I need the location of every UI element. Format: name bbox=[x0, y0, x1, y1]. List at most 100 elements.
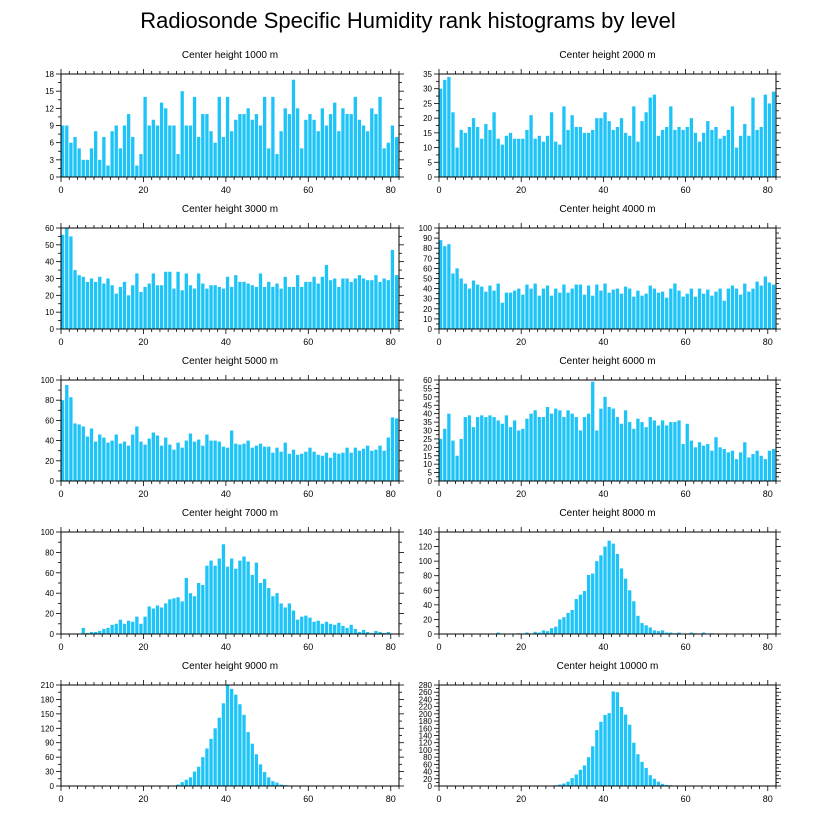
x-tick-label: 20 bbox=[138, 489, 148, 499]
panel-title: Center height 10000 m bbox=[557, 661, 659, 672]
y-tick-label: 10 bbox=[423, 460, 432, 469]
histogram-bar bbox=[267, 588, 271, 634]
y-tick-label: 180 bbox=[419, 717, 433, 726]
y-tick-label: 150 bbox=[41, 710, 55, 719]
histogram-bar bbox=[382, 148, 386, 177]
histogram-bar bbox=[484, 124, 488, 177]
histogram-bar bbox=[586, 757, 591, 786]
y-tick-label: 25 bbox=[423, 99, 432, 108]
histogram-bar bbox=[65, 228, 69, 329]
histogram-bar bbox=[681, 129, 685, 177]
histogram-bar bbox=[677, 420, 681, 481]
histogram-bar bbox=[374, 449, 378, 481]
y-tick-label: 140 bbox=[419, 732, 433, 741]
y-tick-label: 60 bbox=[423, 586, 432, 595]
histogram-bar bbox=[295, 108, 300, 177]
y-tick-label: 50 bbox=[423, 275, 432, 284]
histogram-bar bbox=[197, 439, 201, 481]
histogram-bar bbox=[217, 441, 221, 481]
histogram-bar bbox=[578, 126, 583, 177]
histogram-bar bbox=[578, 769, 583, 786]
histogram-bar bbox=[192, 288, 197, 329]
x-tick-label: 80 bbox=[386, 185, 396, 195]
histogram-bar bbox=[652, 94, 657, 177]
x-tick-label: 40 bbox=[221, 337, 231, 347]
y-tick-label: 15 bbox=[45, 87, 54, 96]
histogram-bar bbox=[275, 782, 279, 786]
histogram-bar bbox=[739, 135, 743, 177]
histogram-bar bbox=[521, 428, 525, 481]
histogram-bar bbox=[217, 286, 221, 329]
y-tick-label: 40 bbox=[45, 258, 54, 267]
y-tick-label: 20 bbox=[423, 305, 432, 314]
y-tick-label: 40 bbox=[423, 768, 432, 777]
histogram-bar bbox=[652, 288, 657, 329]
histogram-bar bbox=[640, 121, 644, 177]
chart-panel: Center height 2000 m 0 20 40 60 80 0 5 10 15 20 25 3… bbox=[423, 50, 781, 195]
histogram-bar bbox=[378, 96, 382, 177]
histogram-bar bbox=[554, 141, 558, 177]
histogram-bar bbox=[706, 289, 710, 329]
histogram-bar bbox=[81, 426, 85, 481]
histogram-bar bbox=[759, 285, 763, 329]
histogram-bar bbox=[628, 135, 632, 177]
histogram-bar bbox=[77, 148, 81, 177]
histogram-bar bbox=[89, 631, 94, 634]
histogram-bar bbox=[254, 286, 259, 329]
histogram-bar bbox=[599, 555, 603, 634]
histogram-bar bbox=[644, 112, 648, 177]
histogram-bar bbox=[316, 283, 320, 329]
histogram-bar bbox=[176, 442, 180, 481]
histogram-bar bbox=[254, 754, 259, 786]
histogram-bar bbox=[201, 757, 205, 786]
x-tick-label: 20 bbox=[138, 337, 148, 347]
histogram-bar bbox=[337, 131, 341, 177]
y-tick-label: 200 bbox=[419, 710, 433, 719]
histogram-bar bbox=[378, 631, 382, 634]
histogram-bar bbox=[747, 291, 751, 329]
histogram-bar bbox=[328, 457, 333, 481]
histogram-bar bbox=[669, 106, 673, 177]
histogram-bar bbox=[361, 448, 366, 481]
histogram-bar bbox=[582, 765, 587, 786]
histogram-bar bbox=[230, 688, 234, 786]
histogram-bar bbox=[316, 131, 320, 177]
histogram-bar bbox=[159, 285, 164, 329]
histogram-bar bbox=[300, 453, 304, 481]
histogram-bar bbox=[665, 784, 669, 786]
x-tick-label: 20 bbox=[516, 185, 526, 195]
x-tick-label: 60 bbox=[681, 489, 691, 499]
histogram-bar bbox=[114, 293, 118, 329]
histogram-bar bbox=[693, 296, 698, 329]
histogram-bar bbox=[648, 627, 652, 634]
histogram-bar bbox=[656, 631, 661, 634]
histogram-bar bbox=[677, 632, 681, 634]
histogram-bar bbox=[660, 630, 665, 634]
histogram-bar bbox=[578, 430, 583, 481]
histogram-bar bbox=[390, 249, 395, 329]
histogram-bar bbox=[106, 442, 110, 481]
histogram-bar bbox=[545, 135, 550, 177]
histogram-bar bbox=[316, 454, 320, 481]
histogram-bar bbox=[665, 425, 669, 481]
y-tick-label: 5 bbox=[428, 158, 433, 167]
histogram-bar bbox=[734, 459, 739, 481]
x-tick-label: 20 bbox=[516, 794, 526, 804]
histogram-bar bbox=[570, 288, 574, 329]
histogram-bar bbox=[386, 437, 390, 481]
histogram-bar bbox=[267, 777, 271, 786]
histogram-bar bbox=[267, 281, 271, 329]
histogram-bar bbox=[623, 410, 628, 481]
histogram-bar bbox=[93, 631, 98, 634]
histogram-bar bbox=[382, 278, 386, 329]
histogram-bar bbox=[607, 540, 611, 634]
histogram-bar bbox=[349, 114, 353, 177]
y-tick-label: 160 bbox=[419, 724, 433, 733]
histogram-bar bbox=[386, 142, 390, 177]
histogram-bar bbox=[566, 129, 570, 177]
histogram-bar bbox=[726, 288, 730, 329]
histogram-bar bbox=[673, 422, 677, 481]
histogram-bar bbox=[283, 607, 287, 634]
histogram-bar bbox=[172, 598, 176, 634]
histogram-bar bbox=[623, 286, 628, 329]
